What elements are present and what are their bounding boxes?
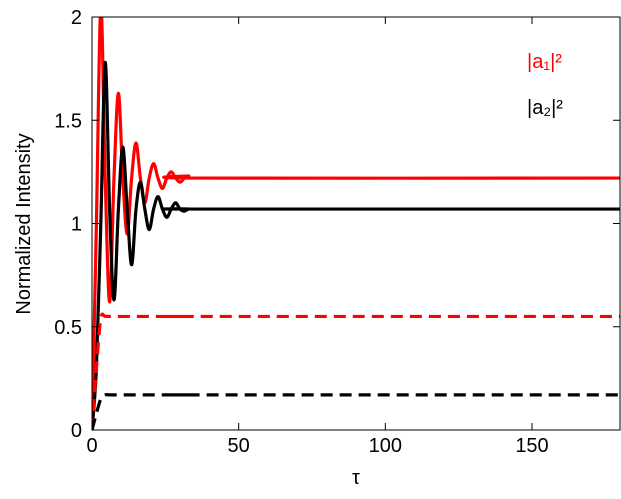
x-tick-label: 0 bbox=[86, 435, 97, 457]
y-tick-label: 0.5 bbox=[54, 317, 82, 339]
y-tick-label: 0 bbox=[71, 420, 82, 442]
axes-box bbox=[91, 16, 621, 431]
x-tick-label: 50 bbox=[228, 435, 250, 457]
y-tick-label: 2 bbox=[71, 7, 82, 29]
y-tick-label: 1.5 bbox=[54, 110, 82, 132]
x-tick-label: 150 bbox=[515, 435, 548, 457]
x-tick-label: 100 bbox=[369, 435, 402, 457]
series-line bbox=[92, 392, 620, 430]
series-line bbox=[92, 312, 620, 430]
y-axis-label: Normalized Intensity bbox=[13, 133, 35, 314]
plot-area bbox=[92, 17, 621, 430]
x-axis-label: τ bbox=[352, 467, 360, 489]
legend-entry: |a₁|² bbox=[527, 51, 562, 73]
series-line bbox=[92, 60, 620, 430]
legend-entry: |a₂|² bbox=[527, 97, 563, 119]
y-tick-label: 1 bbox=[71, 214, 82, 236]
